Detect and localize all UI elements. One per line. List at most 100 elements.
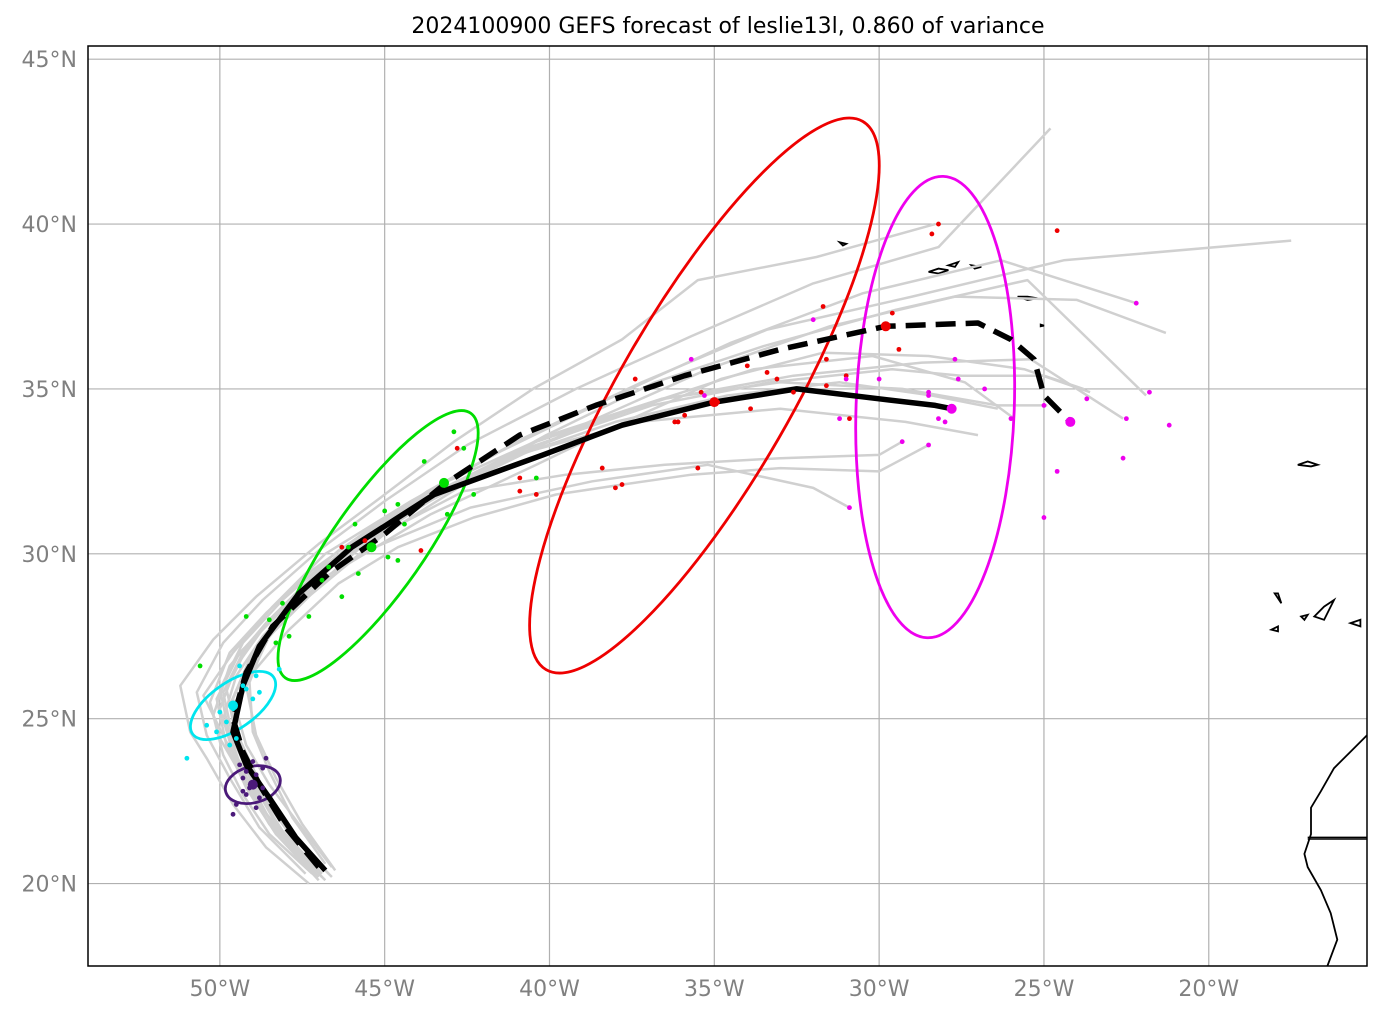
member-position-dot [263,755,269,761]
member-position-dot [823,356,829,362]
member-track [218,367,1084,872]
member-position-dot [243,686,249,692]
member-position-dot [233,802,239,807]
member-position-dot [823,383,829,389]
member-position-dot [533,492,539,497]
lon-tick-label: 50°W [189,977,250,1002]
member-position-dot [461,445,467,451]
member-position-dot [306,614,312,619]
axis-tick-labels: 50°W 45°W 40°W 35°W 30°W 25°W 20°W 20°N 25°N 30°N… [22,48,1240,1002]
member-position-dot [418,548,424,553]
member-position-dot [253,805,259,811]
member-position-dot [837,416,842,422]
member-position-dot [352,521,358,527]
lat-tick-label: 25°N [22,708,77,733]
member-position-dot [224,719,229,725]
member-position-dot [847,416,852,422]
mean-position-dot [946,403,957,414]
lon-tick-label: 20°W [1178,977,1239,1002]
member-position-dot [237,762,243,768]
member-position-dot [253,772,259,778]
member-position-dot [810,317,816,323]
member-position-dot [517,475,523,481]
member-position-dot [355,571,361,576]
member-position-dot [319,577,325,583]
member-position-dot [936,416,941,422]
member-position-dot [744,363,750,369]
island-outline [836,240,849,247]
member-position-dot [276,666,282,672]
member-position-dot [533,475,539,481]
member-position-dot [682,412,688,418]
island-outline [1039,323,1045,328]
lon-tick-label: 25°W [1014,977,1075,1002]
member-position-dot [240,788,246,794]
member-position-dot [280,600,285,606]
mean-position-dot [439,477,450,488]
member-position-dot [926,389,931,395]
member-position-dot [955,376,961,382]
member-track [202,259,1137,882]
island-outline [1312,597,1337,621]
member-position-dot [1041,403,1047,408]
member-position-dot [240,775,246,781]
member-position-dot [243,614,249,619]
member-track [195,127,1052,875]
member-position-dot [1166,422,1172,428]
member-position-dot [243,769,249,774]
member-position-dot [1133,300,1139,306]
member-position-dot [421,459,427,464]
mean-position-dot [366,542,377,553]
member-position-dot [820,304,826,309]
uncertainty-ellipse [528,116,881,675]
member-position-dot [1123,416,1129,422]
coastline-africa [1303,734,1367,966]
member-position-dot [230,811,236,817]
member-track [218,407,979,875]
member-position-dot [942,419,948,425]
map-frame [87,45,1368,967]
island-outline [1273,592,1283,604]
member-position-dot [632,376,638,382]
mean-position-dot [228,700,239,711]
member-position-dot [339,594,345,600]
member-position-dot [451,429,457,435]
member-position-dot [253,673,259,679]
member-position-dot [339,544,345,550]
figure-title: 2024100900 GEFS forecast of leslie13l, 0… [411,14,1044,39]
member-position-dot [672,419,678,425]
member-position-dot [926,393,931,398]
lat-tick-label: 20°N [22,873,77,898]
member-position-dot [444,511,450,517]
mean-position-dot [247,779,258,790]
member-track [228,381,999,882]
member-position-dot [764,370,770,375]
uncertainty-ellipse [854,174,1017,640]
member-position-dot [599,465,605,471]
member-position-dot [613,485,618,491]
island-outline [1268,624,1279,633]
member-position-dot [619,482,625,487]
lat-tick-label: 45°N [22,48,77,73]
member-position-dot [936,221,941,227]
member-position-dot [266,617,272,623]
mean-track-dashed [230,320,1073,869]
uncertainty-ellipse [276,409,480,682]
member-position-dot [362,538,368,544]
member-position-dot [257,795,262,801]
member-position-dot [1054,468,1060,474]
member-position-dot [395,501,401,507]
member-position-dot [227,742,233,748]
member-track [179,222,936,885]
lon-tick-label: 35°W [684,977,745,1002]
mean-tracks [230,320,1073,873]
member-position-dot [899,439,905,445]
member-track [221,358,1124,875]
member-position-dot [454,445,460,451]
member-position-dot [471,492,477,497]
member-position-dot [982,386,988,392]
member-position-dot [1147,389,1152,395]
member-track [231,351,1091,868]
member-position-dot [346,544,351,550]
member-position-dot [260,765,266,771]
